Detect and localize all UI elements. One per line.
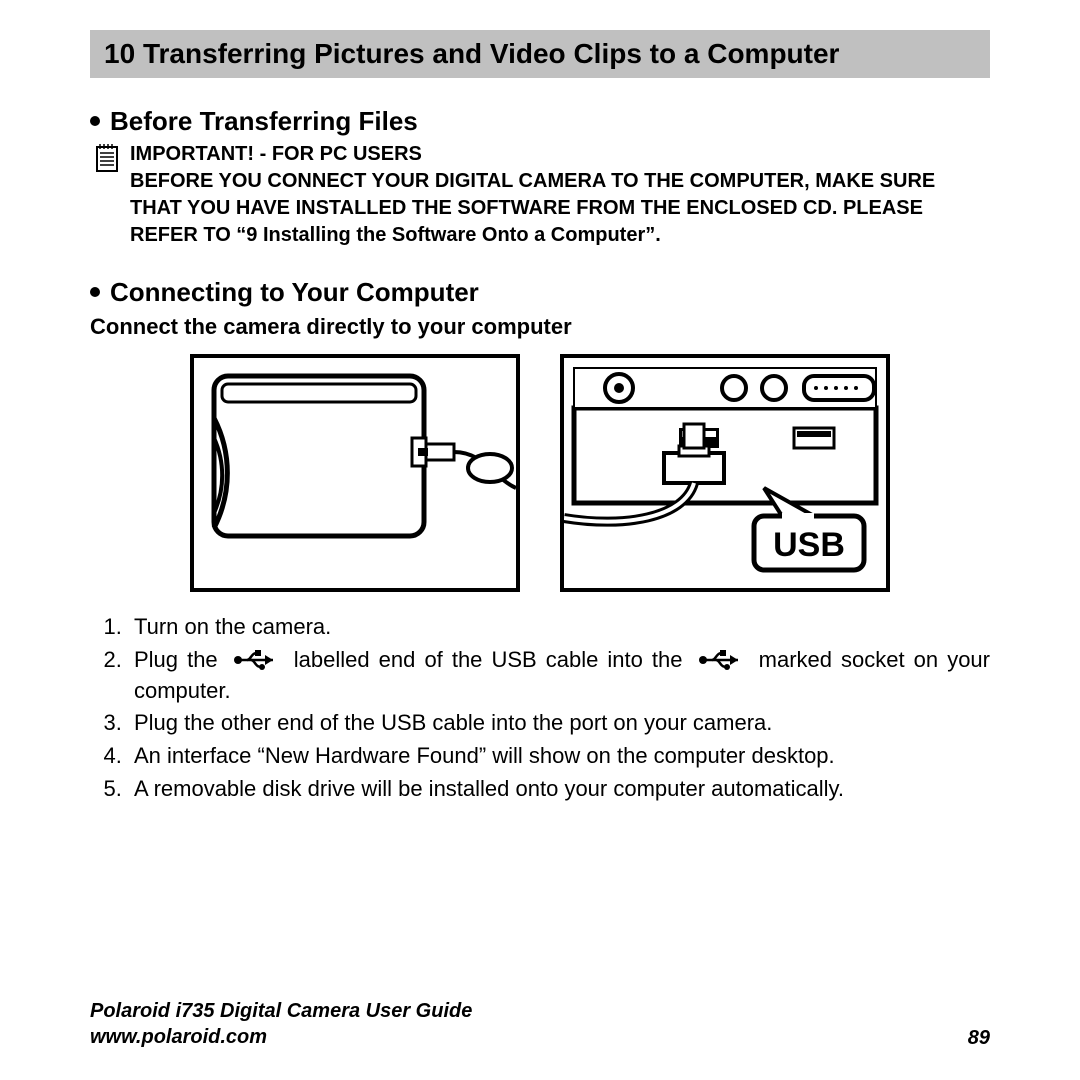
footer-guide: Polaroid i735 Digital Camera User Guide	[90, 998, 472, 1024]
chapter-number: 10	[104, 38, 135, 69]
section-before-transferring: Before Transferring Files IMPORTANT! - F…	[90, 106, 990, 249]
section-heading-2: Connecting to Your Computer	[90, 277, 990, 308]
section-heading-text: Before Transferring Files	[110, 106, 418, 136]
figure-computer-port: USB	[560, 354, 890, 592]
chapter-title: Transferring Pictures and Video Clips to…	[143, 38, 840, 69]
step-list: Turn on the camera.Plug the labelled end…	[90, 612, 990, 805]
usb-label-text: USB	[773, 526, 845, 564]
notepad-icon	[94, 143, 120, 173]
important-note: IMPORTANT! - FOR PC USERS BEFORE YOU CON…	[94, 141, 990, 249]
figure-row: USB	[90, 354, 990, 592]
section-heading-2-text: Connecting to Your Computer	[110, 277, 479, 307]
step-item: Turn on the camera.	[128, 612, 990, 643]
page-footer: Polaroid i735 Digital Camera User Guide …	[90, 998, 990, 1050]
note-title: IMPORTANT! - FOR PC USERS	[130, 141, 990, 168]
subheading: Connect the camera directly to your comp…	[90, 314, 990, 340]
bullet-icon	[90, 116, 100, 126]
step-item: Plug the other end of the USB cable into…	[128, 708, 990, 739]
figure-camera	[190, 354, 520, 592]
section-heading: Before Transferring Files	[90, 106, 990, 137]
usb-trident-icon	[698, 650, 744, 670]
section-connecting: Connecting to Your Computer Connect the …	[90, 277, 990, 805]
footer-url: www.polaroid.com	[90, 1024, 472, 1050]
step-item: An interface “New Hardware Found” will s…	[128, 741, 990, 772]
chapter-heading: 10 Transferring Pictures and Video Clips…	[90, 30, 990, 78]
step-item: A removable disk drive will be installed…	[128, 774, 990, 805]
page-number: 89	[968, 1027, 990, 1050]
usb-trident-icon	[233, 650, 279, 670]
bullet-icon	[90, 287, 100, 297]
step-item: Plug the labelled end of the USB cable i…	[128, 645, 990, 707]
note-text: IMPORTANT! - FOR PC USERS BEFORE YOU CON…	[130, 141, 990, 249]
note-body: BEFORE YOU CONNECT YOUR DIGITAL CAMERA T…	[130, 168, 990, 249]
